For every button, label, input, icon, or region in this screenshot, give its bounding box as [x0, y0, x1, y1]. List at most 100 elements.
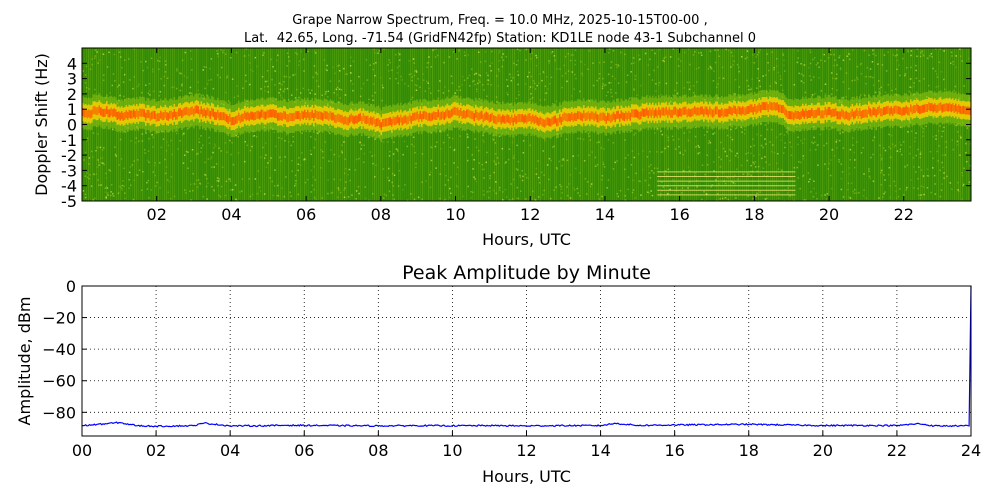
noise-speckle — [459, 89, 462, 91]
noise-speckle — [848, 173, 851, 175]
noise-speckle — [587, 68, 589, 71]
noise-speckle — [184, 51, 187, 54]
noise-speckle — [105, 196, 107, 198]
noise-speckle — [804, 91, 807, 94]
noise-speckle — [414, 84, 417, 86]
noise-speckle — [391, 172, 394, 175]
noise-speckle — [642, 150, 644, 152]
noise-speckle — [336, 86, 339, 89]
noise-speckle — [207, 158, 210, 160]
signal-peak — [119, 112, 122, 121]
noise-speckle — [414, 151, 416, 154]
signal-peak — [673, 107, 675, 116]
noise-speckle — [136, 159, 139, 161]
signal-peak — [559, 114, 561, 123]
noise-speckle — [888, 133, 890, 136]
noise-speckle — [427, 82, 429, 84]
noise-speckle — [475, 180, 478, 183]
x-tick-label: 10 — [442, 441, 462, 460]
noise-speckle — [197, 152, 199, 155]
noise-speckle — [314, 52, 317, 54]
noise-speckle — [698, 67, 700, 69]
signal-peak — [358, 114, 360, 122]
noise-speckle — [430, 146, 432, 148]
noise-speckle — [189, 86, 192, 89]
noise-speckle — [719, 166, 722, 168]
noise-speckle — [544, 140, 546, 142]
noise-speckle — [633, 87, 635, 90]
noise-speckle — [797, 136, 799, 139]
noise-speckle — [900, 144, 902, 146]
noise-speckle — [534, 199, 537, 201]
noise-speckle — [752, 54, 754, 56]
signal-peak — [451, 108, 453, 117]
noise-speckle — [226, 76, 228, 79]
noise-speckle — [671, 135, 674, 138]
signal-peak — [335, 115, 338, 124]
noise-speckle — [402, 153, 404, 156]
noise-speckle — [447, 90, 450, 92]
noise-speckle — [431, 146, 433, 149]
noise-speckle — [256, 192, 259, 195]
noise-speckle — [535, 167, 538, 170]
noise-speckle — [966, 127, 969, 129]
noise-speckle — [123, 99, 126, 101]
noise-speckle — [257, 170, 259, 172]
noise-speckle — [766, 128, 769, 131]
noise-speckle — [372, 192, 374, 195]
noise-speckle — [473, 80, 475, 82]
x-tick-label: 04 — [220, 441, 240, 460]
noise-speckle — [221, 166, 224, 168]
signal-peak — [496, 116, 498, 125]
signal-peak — [97, 107, 99, 116]
noise-speckle — [895, 190, 897, 192]
noise-speckle — [202, 94, 204, 96]
noise-speckle — [531, 98, 533, 100]
noise-speckle — [358, 192, 360, 195]
noise-speckle — [88, 88, 90, 90]
noise-speckle — [518, 94, 520, 96]
noise-speckle — [123, 167, 125, 169]
signal-peak — [446, 108, 449, 117]
noise-speckle — [245, 48, 248, 50]
noise-speckle — [197, 89, 199, 92]
noise-streak — [772, 48, 774, 201]
noise-speckle — [588, 50, 591, 52]
noise-speckle — [470, 196, 473, 199]
noise-speckle — [160, 78, 162, 80]
signal-peak — [839, 111, 842, 120]
signal-peak — [836, 111, 839, 120]
noise-speckle — [942, 130, 945, 132]
noise-speckle — [607, 91, 609, 93]
noise-speckle — [84, 175, 87, 177]
noise-speckle — [765, 143, 767, 145]
noise-speckle — [610, 91, 612, 94]
noise-speckle — [919, 197, 921, 199]
signal-peak — [178, 108, 180, 117]
noise-speckle — [775, 65, 778, 67]
noise-speckle — [744, 128, 746, 131]
noise-speckle — [522, 175, 524, 178]
noise-speckle — [85, 139, 88, 142]
noise-speckle — [810, 79, 812, 81]
noise-speckle — [101, 162, 104, 164]
signal-peak — [266, 109, 269, 118]
noise-speckle — [856, 65, 859, 68]
noise-speckle — [307, 89, 310, 91]
noise-speckle — [159, 56, 161, 59]
noise-speckle — [361, 144, 363, 146]
noise-speckle — [602, 163, 605, 165]
noise-speckle — [516, 48, 519, 51]
noise-speckle — [222, 49, 225, 52]
noise-speckle — [94, 197, 96, 200]
signal-peak — [89, 110, 92, 119]
signal-peak — [886, 106, 888, 115]
signal-peak — [548, 118, 551, 127]
noise-speckle — [532, 80, 535, 82]
noise-speckle — [748, 88, 750, 91]
signal-peak — [374, 119, 377, 128]
noise-speckle — [508, 148, 510, 150]
signal-peak — [857, 110, 860, 119]
noise-speckle — [281, 187, 283, 189]
noise-speckle — [152, 71, 154, 73]
